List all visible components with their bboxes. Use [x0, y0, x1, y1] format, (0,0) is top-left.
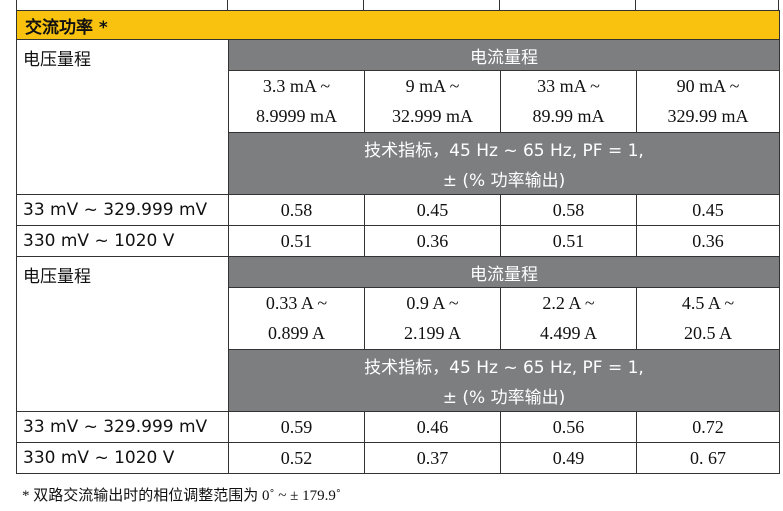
current-range-label: 电流量程	[227, 39, 781, 71]
range-high: 0.899 A	[228, 318, 365, 350]
value-cell: 0.45	[635, 194, 781, 226]
range-high: 32.999 mA	[364, 101, 501, 133]
spec-line-1: 技术指标，45 Hz ~ 65 Hz, PF = 1,	[227, 132, 781, 164]
value-cell: 0.49	[500, 442, 637, 474]
value-cell: 0.37	[364, 442, 501, 474]
range-low: 33 mA ~	[500, 70, 637, 102]
spec-line-1: 技术指标，45 Hz ~ 65 Hz, PF = 1,	[227, 349, 781, 381]
voltage-row-label: 330 mV ~ 1020 V	[16, 442, 229, 474]
value-cell: 0.59	[228, 411, 365, 443]
ac-power-spec-table: 交流功率 * 电压量程 电流量程 3.3 mA ~ 9 mA ~ 33 mA ~…	[15, 10, 781, 474]
range-low: 0.9 A ~	[364, 287, 501, 319]
voltage-range-label: 电压量程	[16, 39, 229, 195]
value-cell: 0.46	[364, 411, 501, 443]
voltage-row-label: 330 mV ~ 1020 V	[16, 225, 229, 257]
value-cell: 0.51	[228, 225, 365, 257]
range-low: 4.5 A ~	[635, 287, 781, 319]
range-high: 4.499 A	[500, 318, 637, 350]
spec-line-2: ± (% 功率输出)	[227, 163, 781, 195]
value-cell: 0.51	[500, 225, 637, 257]
range-high: 329.99 mA	[635, 101, 781, 133]
value-cell: 0.56	[500, 411, 637, 443]
value-cell: 0.45	[364, 194, 501, 226]
spec-line-2: ± (% 功率输出)	[227, 380, 781, 412]
table-row: 330 mV ~ 1020 V 0.52 0.37 0.49 0. 67	[16, 442, 781, 474]
footnote: * 双路交流输出时的相位调整范围为 0˚ ~ ± 179.9˚	[22, 488, 341, 504]
table-row: 330 mV ~ 1020 V 0.51 0.36 0.51 0.36	[16, 225, 781, 257]
table-row: 33 mV ~ 329.999 mV 0.59 0.46 0.56 0.72	[16, 411, 781, 443]
range-low: 90 mA ~	[635, 70, 781, 102]
value-cell: 0.36	[635, 225, 781, 257]
value-cell: 0.72	[635, 411, 781, 443]
voltage-range-label: 电压量程	[16, 256, 229, 412]
spec-table-frame: 交流功率 * 电压量程 电流量程 3.3 mA ~ 9 mA ~ 33 mA ~…	[15, 0, 781, 474]
range-high: 20.5 A	[635, 318, 781, 350]
range-high: 89.99 mA	[500, 101, 637, 133]
table-row: 33 mV ~ 329.999 mV 0.58 0.45 0.58 0.45	[16, 194, 781, 226]
table-title: 交流功率 *	[15, 10, 781, 40]
previous-table-stub	[16, 0, 779, 10]
current-range-label: 电流量程	[227, 256, 781, 288]
range-high: 8.9999 mA	[228, 101, 365, 133]
value-cell: 0. 67	[635, 442, 781, 474]
range-low: 0.33 A ~	[228, 287, 365, 319]
range-low: 2.2 A ~	[500, 287, 637, 319]
voltage-row-label: 33 mV ~ 329.999 mV	[16, 411, 229, 443]
range-low: 9 mA ~	[364, 70, 501, 102]
range-high: 2.199 A	[364, 318, 501, 350]
value-cell: 0.36	[364, 225, 501, 257]
value-cell: 0.52	[228, 442, 365, 474]
value-cell: 0.58	[228, 194, 365, 226]
range-low: 3.3 mA ~	[228, 70, 365, 102]
value-cell: 0.58	[500, 194, 637, 226]
voltage-row-label: 33 mV ~ 329.999 mV	[16, 194, 229, 226]
